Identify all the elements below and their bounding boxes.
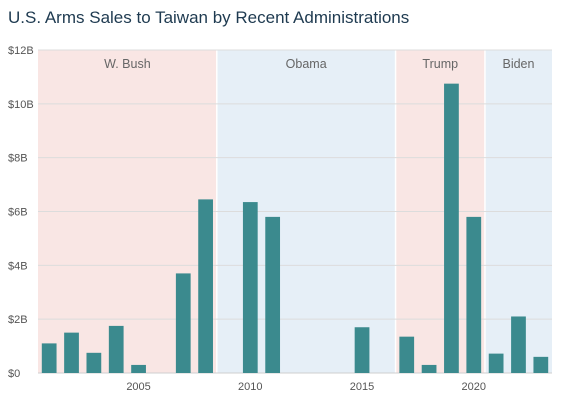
y-tick-label: $8B bbox=[8, 153, 28, 165]
bar-2023 bbox=[533, 356, 549, 373]
y-tick-label: $10B bbox=[8, 99, 34, 111]
bar-2007 bbox=[175, 273, 191, 373]
x-axis-tick-labels: 2005 2010 2015 2020 bbox=[126, 381, 486, 393]
administration-label: Obama bbox=[286, 57, 327, 71]
bar-2003 bbox=[86, 352, 102, 373]
y-tick-label: $12B bbox=[8, 45, 34, 57]
bar-2019 bbox=[444, 83, 459, 373]
bar-2015 bbox=[354, 327, 370, 373]
y-tick-label: $2B bbox=[8, 314, 28, 326]
administration-labels: W. Bush Obama Trump Biden bbox=[104, 57, 534, 71]
x-tick-label: 2010 bbox=[238, 381, 262, 393]
x-tick-label: 2020 bbox=[462, 381, 486, 393]
y-tick-label: $0 bbox=[8, 368, 20, 380]
bar-2005 bbox=[131, 364, 146, 373]
gridlines bbox=[38, 49, 552, 374]
bar-2002 bbox=[64, 332, 79, 373]
bar-2008 bbox=[198, 199, 213, 373]
y-axis-tick-labels: $0 $2B $4B $6B $8B $10B $12B bbox=[8, 45, 34, 380]
chart-title: U.S. Arms Sales to Taiwan by Recent Admi… bbox=[8, 8, 410, 27]
bar-2018 bbox=[421, 364, 437, 373]
administration-label: Trump bbox=[422, 57, 458, 71]
x-tick-label: 2005 bbox=[126, 381, 150, 393]
y-tick-label: $6B bbox=[8, 207, 28, 219]
bar-2001 bbox=[41, 343, 57, 373]
bar-2010 bbox=[242, 202, 258, 373]
administration-label: Biden bbox=[502, 57, 534, 71]
y-tick-label: $4B bbox=[8, 260, 28, 272]
bar-2017 bbox=[399, 336, 415, 373]
bar-2011 bbox=[265, 216, 281, 373]
bar-2022 bbox=[511, 316, 526, 373]
bar-2021 bbox=[488, 353, 504, 373]
bars bbox=[41, 83, 549, 373]
bar-2020 bbox=[466, 216, 482, 373]
bar-2004 bbox=[108, 325, 124, 373]
administration-label: W. Bush bbox=[104, 57, 151, 71]
x-tick-label: 2015 bbox=[350, 381, 374, 393]
